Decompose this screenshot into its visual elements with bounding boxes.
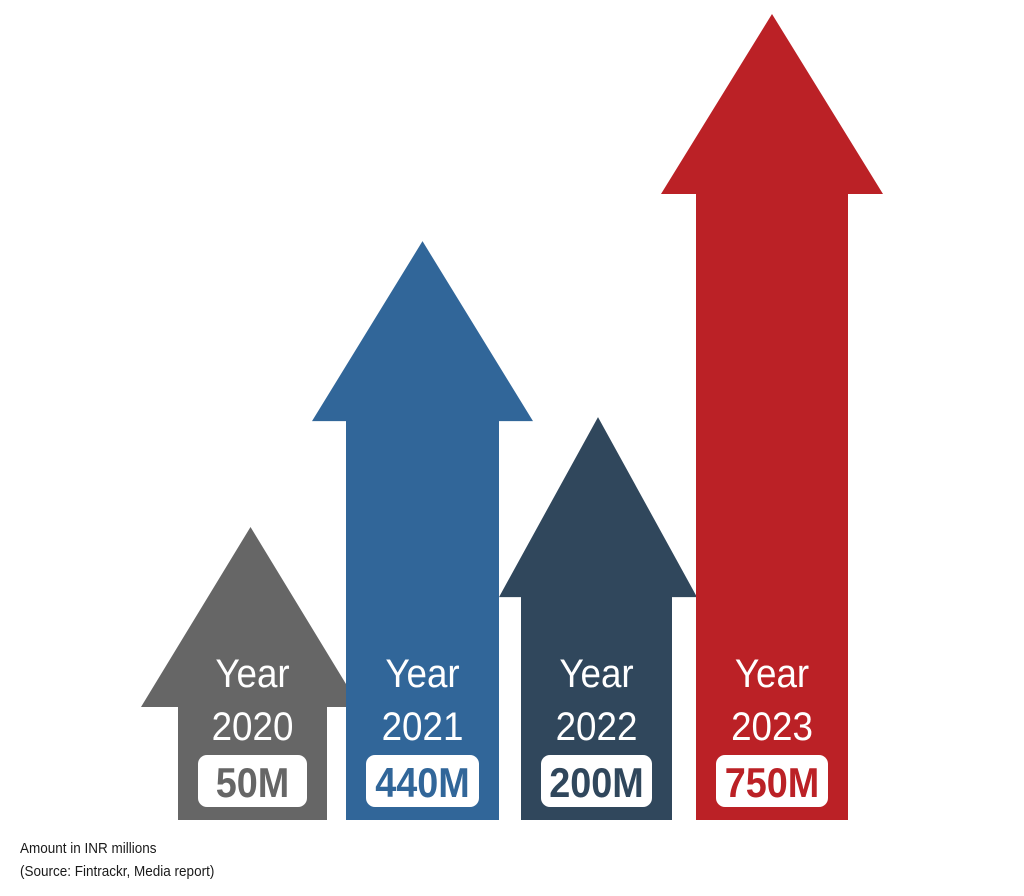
value-label: 50M (216, 760, 290, 806)
year-label: Year (559, 652, 634, 697)
arrow-bar-2023: Year 2023 750M (661, 14, 883, 820)
category-label: 2021 (382, 705, 464, 750)
arrow-shape (661, 14, 883, 820)
value-label: 200M (549, 760, 644, 806)
category-label: 2023 (731, 705, 813, 750)
year-label: Year (215, 652, 290, 697)
value-badge (198, 755, 307, 807)
year-label: Year (735, 652, 810, 697)
units-note: Amount in INR millions (20, 840, 157, 857)
value-badge (541, 755, 652, 807)
category-label: 2022 (556, 705, 638, 750)
arrow-shape (499, 417, 697, 820)
arrow-bar-2020: Year 2020 50M (141, 527, 360, 820)
source-note: (Source: Fintrackr, Media report) (20, 863, 215, 880)
arrow-shape (141, 527, 360, 820)
year-label: Year (385, 652, 460, 697)
value-label: 750M (725, 760, 820, 806)
arrow-shape (312, 241, 533, 820)
value-label: 440M (375, 760, 470, 806)
value-badge (366, 755, 479, 807)
category-label: 2020 (212, 705, 294, 750)
value-badge (716, 755, 828, 807)
arrow-bar-2022: Year 2022 200M (499, 417, 697, 820)
arrow-bar-2021: Year 2021 440M (312, 241, 533, 820)
